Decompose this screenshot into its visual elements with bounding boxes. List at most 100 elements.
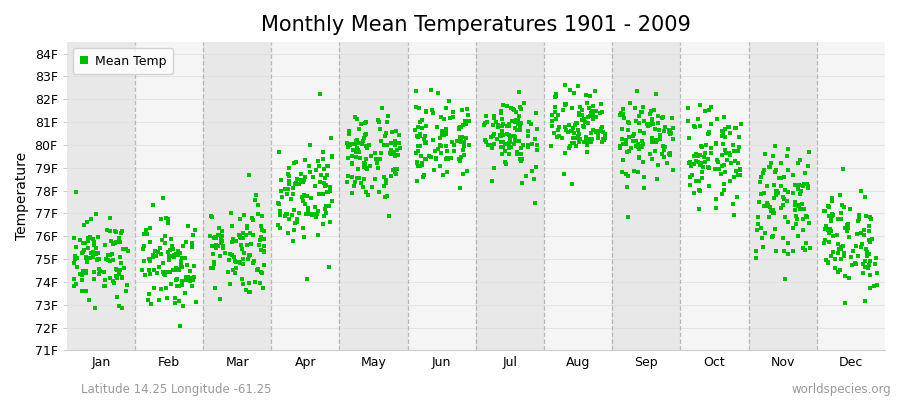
Point: [316, 166, 330, 172]
Point: [791, 232, 806, 239]
Point: [110, 294, 124, 300]
Point: [456, 143, 471, 150]
Point: [446, 113, 460, 120]
Point: [280, 210, 294, 217]
Point: [821, 260, 835, 266]
Point: [648, 126, 662, 132]
Point: [274, 188, 288, 194]
Point: [521, 128, 535, 134]
Point: [438, 104, 453, 111]
Point: [216, 243, 230, 249]
Point: [818, 257, 832, 264]
Bar: [67, 42, 135, 350]
Point: [143, 224, 157, 231]
Legend: Mean Temp: Mean Temp: [73, 48, 173, 74]
Point: [274, 194, 289, 200]
Point: [458, 121, 473, 127]
Point: [352, 174, 366, 181]
Point: [355, 141, 369, 148]
Point: [297, 177, 311, 184]
Point: [349, 138, 364, 145]
Point: [70, 264, 85, 270]
Point: [513, 124, 527, 130]
Point: [832, 246, 846, 252]
Point: [756, 170, 770, 176]
Point: [691, 115, 706, 122]
Point: [446, 109, 461, 115]
Point: [868, 261, 882, 268]
Point: [863, 239, 878, 246]
Point: [863, 216, 878, 223]
Point: [213, 236, 228, 243]
Point: [549, 90, 563, 97]
Point: [323, 219, 338, 226]
Point: [632, 146, 646, 152]
Point: [174, 262, 188, 268]
Point: [342, 128, 356, 134]
Point: [766, 209, 780, 216]
Point: [67, 235, 81, 242]
Point: [298, 157, 312, 164]
Point: [515, 156, 529, 162]
Point: [241, 172, 256, 178]
Point: [494, 123, 508, 129]
Point: [662, 127, 677, 133]
Point: [585, 108, 599, 114]
Point: [861, 262, 876, 268]
Point: [717, 147, 732, 153]
Point: [447, 148, 462, 154]
Point: [639, 121, 653, 127]
Point: [862, 272, 877, 278]
Point: [73, 271, 87, 278]
Point: [460, 106, 474, 112]
Point: [840, 227, 854, 234]
Point: [206, 250, 220, 257]
Point: [418, 138, 433, 145]
Point: [687, 189, 701, 196]
Point: [444, 154, 458, 161]
Point: [567, 140, 581, 146]
Point: [715, 191, 729, 197]
Point: [589, 108, 603, 114]
Point: [681, 118, 696, 124]
Point: [861, 251, 876, 258]
Point: [758, 230, 772, 237]
Point: [225, 223, 239, 229]
Point: [87, 239, 102, 246]
Point: [644, 156, 659, 162]
Point: [418, 133, 432, 139]
Point: [234, 234, 248, 241]
Point: [788, 199, 802, 205]
Point: [279, 211, 293, 218]
Point: [717, 169, 732, 175]
Point: [645, 120, 660, 126]
Point: [148, 248, 162, 254]
Point: [501, 141, 516, 148]
Point: [664, 114, 679, 121]
Point: [632, 155, 646, 161]
Point: [162, 247, 176, 253]
Point: [176, 242, 191, 249]
Point: [502, 132, 517, 139]
Point: [185, 240, 200, 247]
Point: [380, 142, 394, 148]
Point: [273, 212, 287, 218]
Point: [586, 103, 600, 109]
Point: [278, 213, 293, 220]
Point: [508, 138, 522, 144]
Point: [551, 112, 565, 118]
Point: [416, 174, 430, 180]
Point: [178, 290, 193, 296]
Point: [109, 229, 123, 235]
Point: [388, 166, 402, 172]
Point: [619, 171, 634, 178]
Point: [858, 258, 872, 264]
Point: [616, 140, 630, 147]
Point: [831, 216, 845, 222]
Point: [586, 116, 600, 122]
Point: [528, 164, 543, 170]
Point: [280, 191, 294, 197]
Point: [556, 106, 571, 113]
Point: [213, 253, 228, 259]
Point: [478, 137, 492, 143]
